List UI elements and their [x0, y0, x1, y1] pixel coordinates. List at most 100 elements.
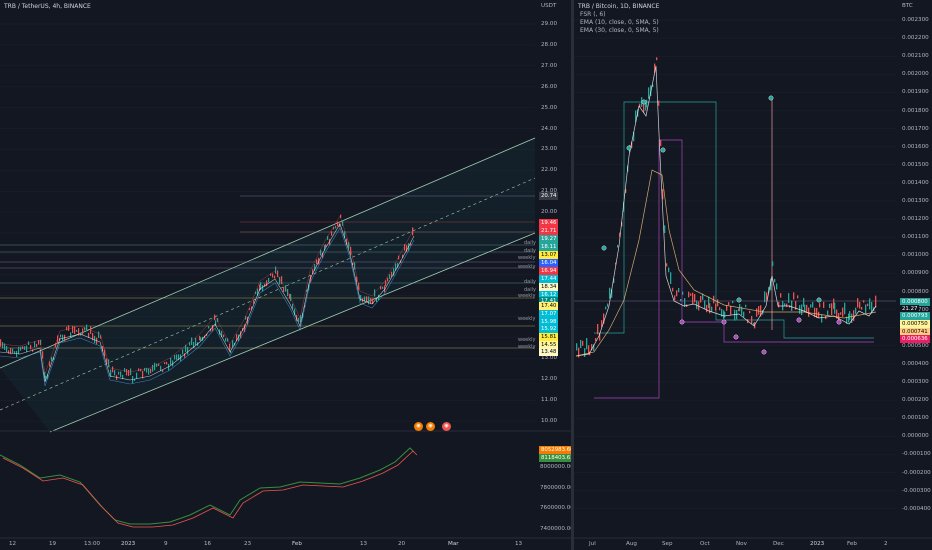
candle	[324, 245, 326, 251]
indicator-ema-30[interactable]: EMA (30, close, 0, SMA, 5)	[580, 27, 659, 34]
candle	[812, 301, 814, 308]
price-axis-tick: 0.002200	[902, 35, 929, 42]
indicator-ema-10[interactable]: EMA (10, close, 0, SMA, 5)	[580, 19, 659, 26]
candle	[98, 331, 100, 338]
fsr-high-marker	[768, 95, 774, 101]
candle	[333, 227, 335, 230]
fsr-high-marker	[660, 147, 666, 153]
event-marker-icon[interactable]: ◉	[414, 422, 423, 431]
candle	[162, 369, 164, 373]
candle	[639, 103, 641, 108]
candle	[300, 315, 302, 323]
time-axis-tick: 2023	[810, 541, 825, 547]
candle	[329, 239, 331, 246]
candle	[650, 85, 652, 96]
candle	[215, 320, 217, 326]
oscillator-axis-tick: 7400000.00	[540, 526, 571, 532]
candle	[60, 334, 62, 338]
price-axis-tick: 0.000200	[902, 397, 929, 404]
candle	[724, 311, 726, 318]
candle	[260, 282, 262, 291]
right-chart-pane[interactable]: TRB / Bitcoin, 1D, BINANCE FSR (, 6) EMA…	[574, 0, 932, 550]
candle	[823, 301, 825, 309]
left-chart-pane[interactable]: TRB / TetherUS, 4h, BINANCE USDT 29.00 28…	[0, 0, 571, 550]
candle	[797, 295, 799, 299]
fsr-low-marker	[796, 317, 802, 323]
candle	[118, 371, 120, 375]
candle	[364, 296, 366, 302]
candle	[221, 330, 223, 338]
candle	[378, 294, 380, 301]
price-axis-tick: -0.000200	[902, 469, 931, 476]
candle	[758, 306, 760, 315]
candle	[24, 346, 26, 350]
candle	[625, 189, 627, 193]
price-tag: 16.12	[539, 291, 559, 299]
candle	[702, 293, 704, 300]
candle	[232, 340, 234, 347]
candle	[20, 346, 22, 351]
price-axis-tick: 0.001900	[902, 89, 929, 96]
price-tag: 17.44	[539, 275, 559, 283]
candle	[204, 335, 206, 339]
fsr-low-marker	[761, 349, 767, 355]
time-axis-tick: 2	[884, 541, 888, 547]
pane-divider[interactable]	[571, 0, 574, 550]
candle	[648, 87, 650, 99]
candle	[578, 347, 580, 358]
price-tag: 18.34	[539, 283, 559, 291]
candle	[134, 378, 136, 381]
candle	[825, 316, 827, 320]
price-axis-tick: 0.001100	[902, 234, 929, 241]
price-tag: 16.04	[539, 259, 559, 267]
candle	[230, 350, 232, 354]
right-chart-canvas[interactable]	[574, 0, 932, 550]
channel-mid-line	[0, 177, 536, 411]
left-chart-canvas[interactable]	[0, 0, 571, 550]
candle	[831, 303, 833, 316]
event-marker-icon[interactable]: ◉	[426, 422, 435, 431]
indicator-fsr[interactable]: FSR (, 6)	[580, 11, 606, 18]
level-label: weekly	[518, 316, 536, 322]
candle	[682, 291, 684, 295]
channel-lower-line	[49, 232, 536, 433]
candle	[30, 344, 32, 350]
candle	[148, 368, 150, 375]
price-axis-tick: 0.001300	[902, 198, 929, 204]
price-tag: 18.11	[539, 243, 559, 251]
moving-average-line	[0, 215, 415, 375]
candle	[829, 303, 831, 309]
price-axis-tick: 0.001800	[902, 107, 929, 114]
candle	[700, 295, 702, 303]
price-axis-tick: 24.00	[541, 125, 558, 132]
time-axis-tick: 2023	[121, 541, 136, 547]
fsr-low-marker	[721, 319, 727, 325]
candle	[406, 245, 408, 252]
right-currency-label: BTC	[902, 3, 913, 9]
candle	[112, 366, 114, 373]
candle	[208, 326, 210, 329]
candle	[240, 331, 242, 339]
channel-fill	[0, 138, 535, 432]
candle	[120, 371, 122, 377]
candle	[266, 280, 268, 287]
candle	[84, 327, 86, 331]
candle	[717, 299, 719, 307]
event-marker-icon[interactable]: ◉	[442, 422, 451, 431]
candle	[848, 313, 850, 323]
price-axis-tick: 20.00	[541, 209, 558, 216]
candle	[358, 283, 360, 290]
ema-30-line	[575, 169, 877, 357]
candle	[45, 375, 47, 381]
candle	[346, 238, 348, 245]
level-label: weekly	[518, 344, 536, 350]
candle	[249, 308, 251, 311]
candle	[325, 244, 327, 248]
candle	[853, 310, 855, 321]
candle	[696, 300, 698, 310]
candle	[393, 268, 395, 276]
candle	[212, 324, 214, 332]
candle	[766, 292, 768, 301]
candle	[863, 300, 865, 303]
candle	[337, 221, 339, 227]
